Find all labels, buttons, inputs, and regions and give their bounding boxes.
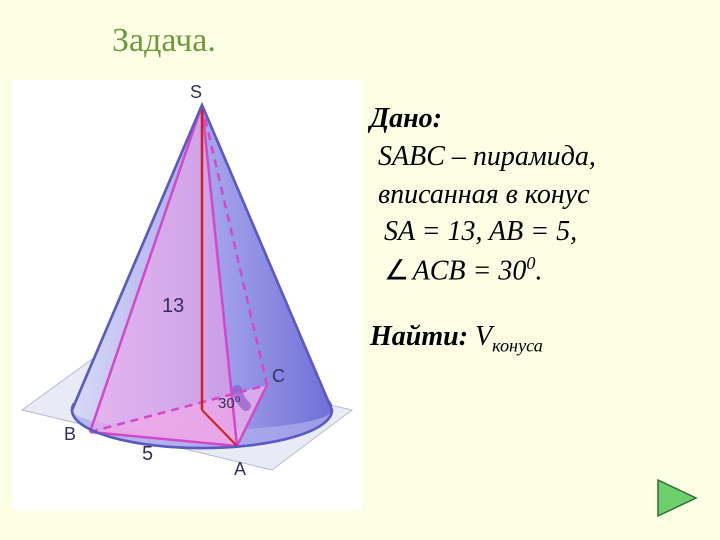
given-heading: Дано:: [370, 100, 710, 138]
label-13: 13: [162, 295, 184, 317]
angle-icon: ∠: [384, 256, 406, 287]
label-s: S: [190, 82, 202, 102]
label-b: B: [64, 424, 76, 444]
find-line: Найти: Vконуса: [370, 318, 710, 358]
problem-title: Задача.: [112, 22, 216, 60]
find-heading: Найти:: [370, 321, 468, 352]
given-line-3: ∠ ACB = 300.: [384, 251, 710, 290]
cone-pyramid-figure: S A B C 13 5 30o: [12, 80, 362, 510]
label-a: A: [234, 459, 246, 479]
play-icon: [658, 480, 696, 516]
label-5: 5: [142, 443, 153, 465]
label-c: C: [272, 366, 285, 386]
given-line-2: SA = 13, AB = 5,: [384, 213, 710, 251]
given-line-1: SABC – пирамида, вписанная в конус: [378, 138, 710, 214]
problem-text: Дано: SABC – пирамида, вписанная в конус…: [370, 100, 710, 358]
next-button[interactable]: [652, 476, 700, 520]
